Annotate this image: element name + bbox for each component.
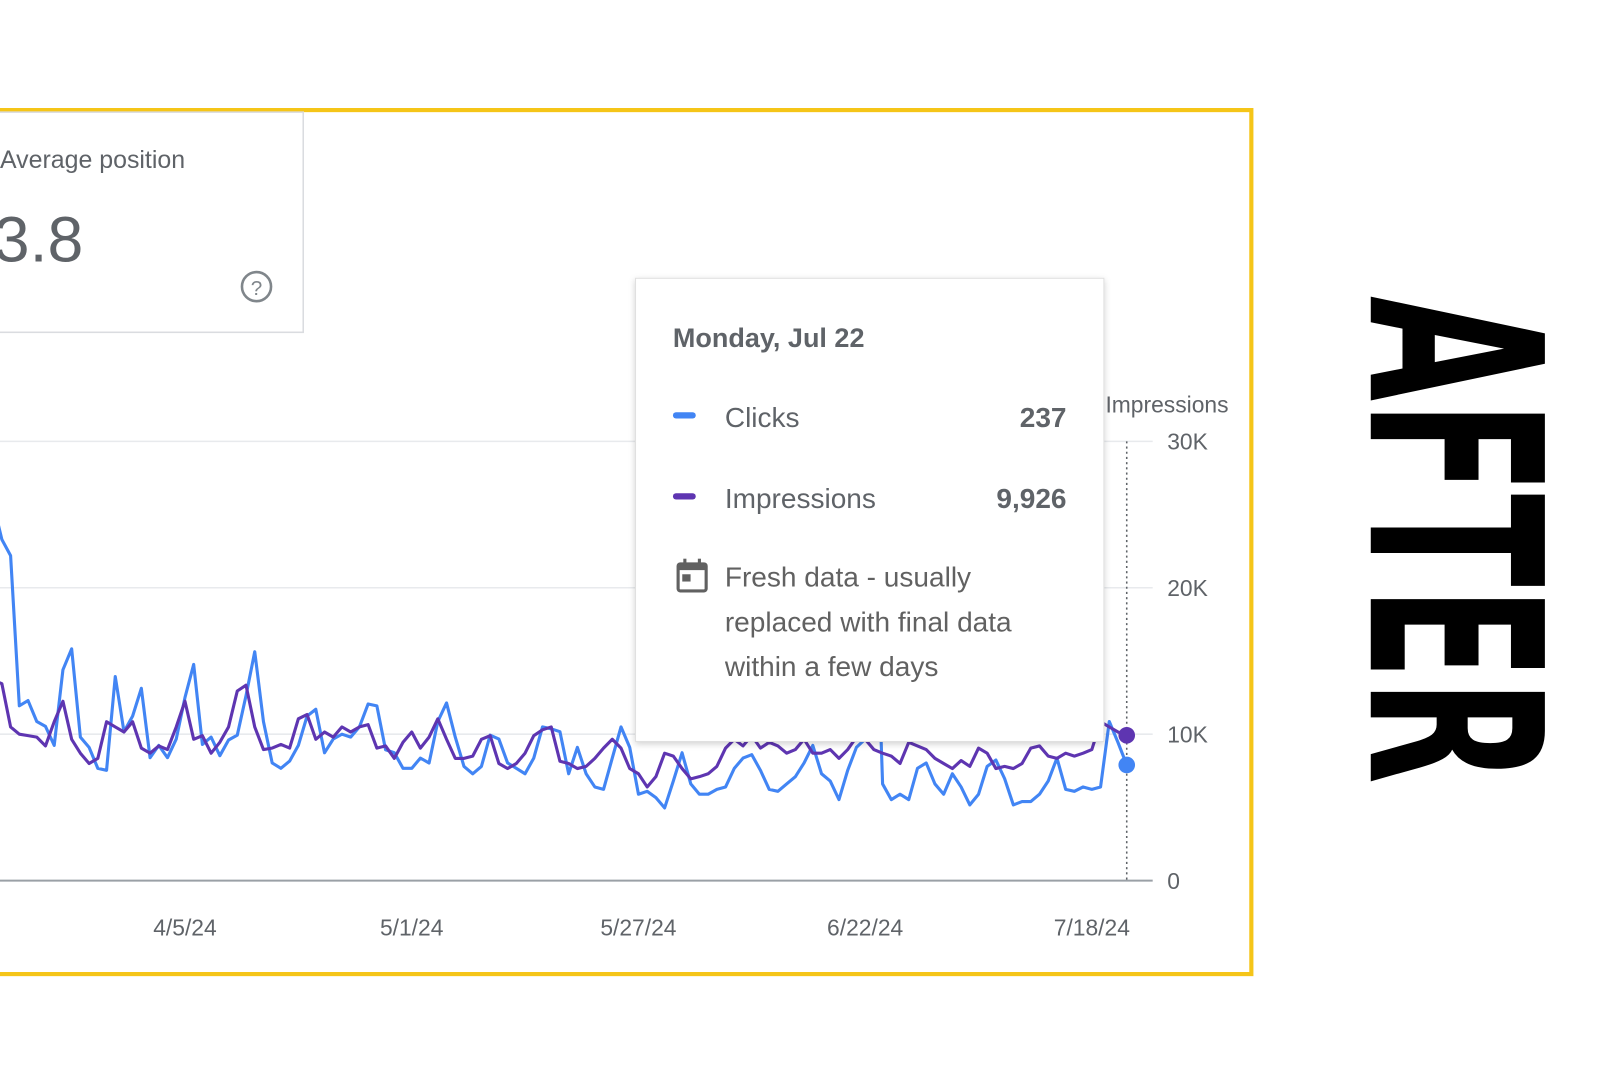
tooltip-note: Fresh data - usually replaced with final… bbox=[724, 561, 1012, 683]
svg-text:?: ? bbox=[251, 277, 263, 300]
tooltip-title: Monday, Jul 22 bbox=[673, 323, 865, 353]
y2-tick-label: 10K bbox=[1167, 722, 1208, 748]
overlay: Monday, Jul 22 Clicks 237 Impressions 9,… bbox=[635, 277, 1105, 742]
tooltip-note-box: Fresh data - usually replaced with final… bbox=[724, 561, 1012, 683]
plot: 010K20K30KImpressions3/10/244/5/245/1/24… bbox=[0, 391, 1229, 941]
hover-dot bbox=[1118, 756, 1136, 774]
tooltip bbox=[635, 277, 1105, 742]
x-tick-label: 6/22/24 bbox=[827, 915, 903, 941]
tooltip-value: 9,926 bbox=[996, 483, 1066, 514]
y2-tick-label: 30K bbox=[1167, 429, 1208, 455]
series-line bbox=[0, 681, 1128, 789]
metric-card bbox=[0, 111, 305, 334]
hover-dot bbox=[1118, 726, 1136, 744]
y2-tick-label: 0 bbox=[1167, 868, 1180, 894]
card-label: Average position bbox=[0, 146, 185, 174]
help-icon[interactable]: ? bbox=[240, 270, 273, 303]
badge: AFTER bbox=[1314, 296, 1592, 784]
tooltip-series: Clicks bbox=[725, 402, 800, 433]
x-tick-label: 7/18/24 bbox=[1054, 915, 1130, 941]
tooltip-series: Impressions bbox=[725, 483, 876, 514]
x-tick-label: 4/5/24 bbox=[153, 915, 217, 941]
tooltip-value: 237 bbox=[1020, 402, 1067, 433]
card-value: 3.8 bbox=[0, 204, 83, 276]
y2-tick-label: 20K bbox=[1167, 575, 1208, 601]
y2-axis-label: Impressions bbox=[1105, 391, 1228, 417]
x-tick-label: 5/1/24 bbox=[380, 915, 444, 941]
calendar-icon bbox=[676, 558, 708, 593]
series-line bbox=[0, 522, 1129, 810]
x-tick-label: 5/27/24 bbox=[600, 915, 676, 941]
